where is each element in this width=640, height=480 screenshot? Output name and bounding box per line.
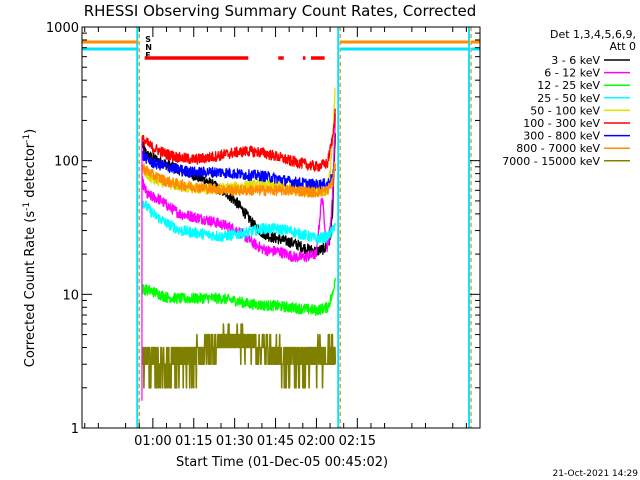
plot-frame [81,26,481,429]
flag-label-n: N [145,43,152,52]
series-line-7000-15000-kev [141,323,337,389]
series-line-25-50-kev [141,200,336,245]
legend-entry-label: 300 - 800 keV [523,130,600,143]
flag-markers: SNF [144,35,325,60]
legend-header-line: Det 1,3,4,5,6,9, [550,28,636,41]
flag-label-s: S [145,35,151,44]
legend-entry-label: 50 - 100 keV [530,104,600,117]
axes: 1 10 100 1000 01:00 01:15 01:30 01:45 02:00 02:15 [46,21,481,449]
chart-title: RHESSI Observing Summary Count Rates, Co… [84,2,477,20]
eclipse-markers [82,27,480,428]
legend-entry-label: 3 - 6 keV [551,54,600,67]
y-axis-label: Corrected Count Rate (s-1 detector-1) [22,129,38,367]
series-line-12-25-kev [141,277,336,316]
legend-entry-label: 25 - 50 keV [537,92,600,105]
x-tick-label: 02:15 [339,434,376,449]
legend-entry-label: 6 - 12 keV [544,67,600,80]
y-tick-label: 10 [62,288,79,303]
x-axis-label: Start Time (01-Dec-05 00:45:02) [176,455,388,470]
timestamp: 21-Oct-2021 14:29 [553,469,639,479]
legend-entry-label: 100 - 300 keV [523,117,600,130]
legend-entry-label: 7000 - 15000 keV [502,155,600,168]
svg-text:Corrected Count Rate (s-1 dete: Corrected Count Rate (s-1 detector-1) [22,129,38,367]
legend-entry-label: 12 - 25 keV [537,79,600,92]
legend-entry-label: 800 - 7000 keV [516,142,600,155]
y-tick-label: 1000 [46,21,79,36]
x-tick-label: 01:30 [216,434,253,449]
series-line-300-800-kev [141,151,336,191]
legend-header-line: Att 0 [610,40,636,53]
x-tick-label: 02:00 [298,434,335,449]
series-line-800-7000-kev [141,161,336,198]
x-tick-label: 01:00 [134,434,171,449]
x-tick-label: 01:15 [175,434,212,449]
x-tick-label: 01:45 [257,434,294,449]
y-tick-label: 100 [54,155,79,170]
series-line-100-300-kev [141,108,336,172]
y-tick-label: 1 [71,422,79,437]
flag-label-f: F [145,51,150,60]
series-layer [141,87,337,401]
